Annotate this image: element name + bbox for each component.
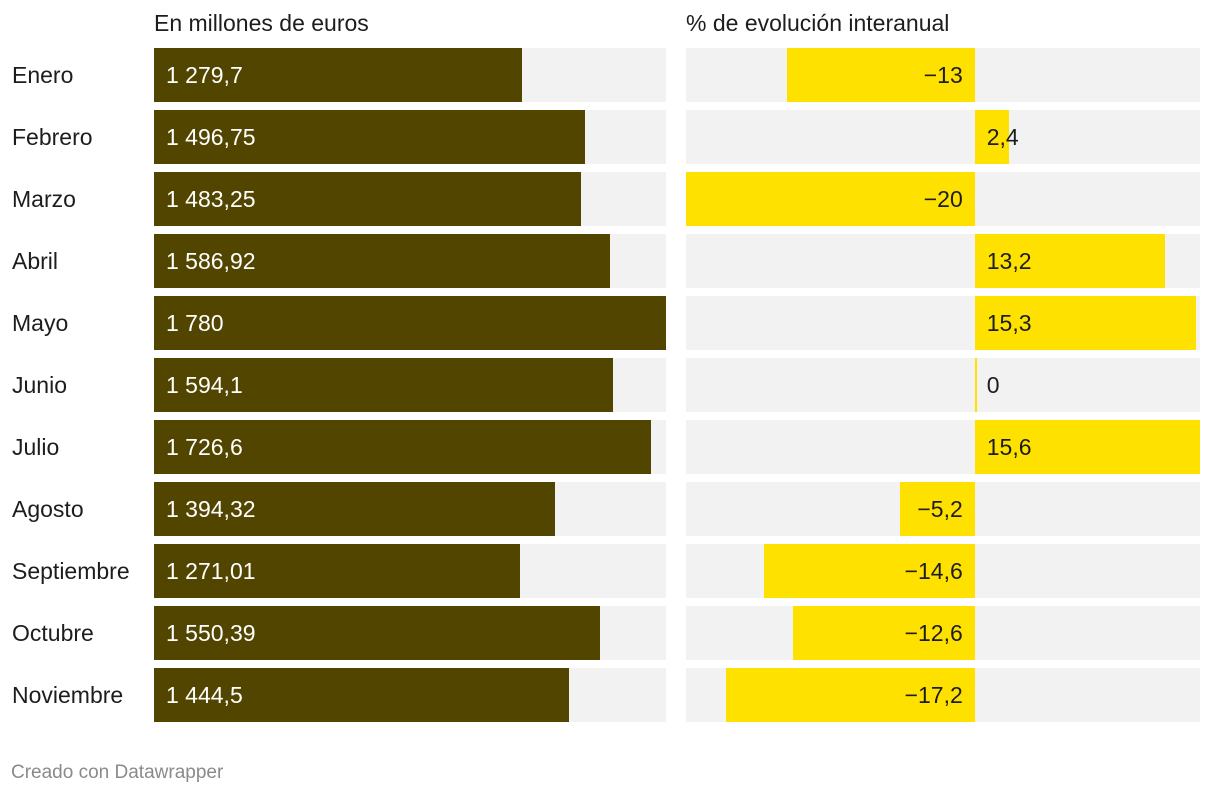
chart-row: Junio 1 594,1 0 — [0, 358, 1220, 412]
left-bar — [154, 358, 613, 412]
right-bar-track: −13 — [686, 48, 1200, 102]
right-bar-track: 0 — [686, 358, 1200, 412]
chart-rows: Enero 1 279,7 −13 Febrero 1 496,75 2,4 Marzo 1 … — [0, 48, 1220, 722]
left-bar-value-label: 1 271,01 — [166, 558, 256, 584]
right-bar-track: −20 — [686, 172, 1200, 226]
chart-row: Agosto 1 394,32 −5,2 — [0, 482, 1220, 536]
right-bar — [726, 668, 975, 722]
chart-row: Octubre 1 550,39 −12,6 — [0, 606, 1220, 660]
right-bar-value-label: −20 — [923, 186, 963, 212]
chart-row: Septiembre 1 271,01 −14,6 — [0, 544, 1220, 598]
left-bar-value-label: 1 726,6 — [166, 434, 243, 460]
right-bar-track: −5,2 — [686, 482, 1200, 536]
right-bar-value-label: 0 — [986, 372, 1000, 398]
left-bar-value-label: 1 550,39 — [166, 620, 256, 646]
category-label: Noviembre — [12, 682, 124, 708]
category-label: Septiembre — [12, 558, 130, 584]
chart-row: Noviembre 1 444,5 −17,2 — [0, 668, 1220, 722]
right-bar-track: 13,2 — [686, 234, 1200, 288]
right-bar-track: −14,6 — [686, 544, 1200, 598]
right-bar-track: 15,3 — [686, 296, 1200, 350]
category-label: Agosto — [12, 496, 84, 522]
chart-row: Julio 1 726,6 15,6 — [0, 420, 1220, 474]
chart-row: Febrero 1 496,75 2,4 — [0, 110, 1220, 164]
left-bar — [154, 172, 581, 226]
category-label: Julio — [12, 434, 60, 460]
chart-row: Marzo 1 483,25 −20 — [0, 172, 1220, 226]
right-bar — [974, 358, 977, 412]
right-bar — [686, 172, 975, 226]
right-bar-track: −17,2 — [686, 668, 1200, 722]
left-bar-track: 1 394,32 — [154, 482, 666, 536]
category-label: Junio — [12, 372, 67, 398]
left-bar-track: 1 271,01 — [154, 544, 666, 598]
left-panel-title: En millones de euros — [154, 10, 369, 36]
left-bar-value-label: 1 483,25 — [166, 186, 256, 212]
chart-row: Enero 1 279,7 −13 — [0, 48, 1220, 102]
left-bar — [154, 296, 666, 350]
chart-row: Abril 1 586,92 13,2 — [0, 234, 1220, 288]
left-bar-track: 1 483,25 — [154, 172, 666, 226]
left-bar-value-label: 1 279,7 — [166, 62, 243, 88]
left-bar-value-label: 1 586,92 — [166, 248, 256, 274]
right-bar-value-label: 15,3 — [986, 310, 1032, 336]
right-bar-track: 2,4 — [686, 110, 1200, 164]
left-bar-value-label: 1 394,32 — [166, 496, 256, 522]
right-bar-value-label: −17,2 — [904, 682, 963, 708]
right-bar — [899, 482, 975, 536]
left-bar-track: 1 279,7 — [154, 48, 666, 102]
right-bar-value-label: −14,6 — [904, 558, 963, 584]
right-bar-track: 15,6 — [686, 420, 1200, 474]
right-bar — [787, 48, 975, 102]
left-bar — [154, 234, 611, 288]
right-bar-value-label: 2,4 — [986, 124, 1019, 150]
left-bar — [154, 668, 570, 722]
category-label: Febrero — [12, 124, 93, 150]
left-bar-track: 1 780 — [154, 296, 666, 350]
right-bar — [974, 296, 1196, 350]
left-bar-value-label: 1 444,5 — [166, 682, 243, 708]
left-bar — [154, 48, 523, 102]
left-bar-track: 1 550,39 — [154, 606, 666, 660]
right-bar — [974, 234, 1166, 288]
left-bar — [154, 420, 651, 474]
left-bar — [154, 606, 600, 660]
right-bar-value-label: −12,6 — [904, 620, 963, 646]
right-bar-value-label: 13,2 — [986, 248, 1032, 274]
category-label: Octubre — [12, 620, 94, 646]
left-bar — [154, 482, 556, 536]
left-bar-value-label: 1 780 — [166, 310, 224, 336]
left-bar-track: 1 586,92 — [154, 234, 666, 288]
right-panel-title: % de evolución interanual — [686, 10, 950, 36]
left-bar — [154, 544, 520, 598]
chart-row: Mayo 1 780 15,3 — [0, 296, 1220, 350]
right-bar-value-label: −5,2 — [917, 496, 963, 522]
right-bar-track: −12,6 — [686, 606, 1200, 660]
right-bar — [974, 110, 1010, 164]
left-bar — [154, 110, 585, 164]
right-bar — [763, 544, 975, 598]
credit-footer: Creado con Datawrapper — [11, 762, 224, 783]
left-bar-value-label: 1 496,75 — [166, 124, 256, 150]
left-bar-track: 1 594,1 — [154, 358, 666, 412]
right-bar — [792, 606, 975, 660]
right-bar-value-label: 15,6 — [986, 434, 1032, 460]
left-bar-track: 1 726,6 — [154, 420, 666, 474]
category-label: Marzo — [12, 186, 76, 212]
left-bar-track: 1 496,75 — [154, 110, 666, 164]
category-label: Enero — [12, 62, 74, 88]
left-bar-track: 1 444,5 — [154, 668, 666, 722]
left-bar-value-label: 1 594,1 — [166, 372, 243, 398]
category-label: Mayo — [12, 310, 69, 336]
right-bar — [974, 420, 1200, 474]
category-label: Abril — [12, 248, 59, 274]
right-bar-value-label: −13 — [923, 62, 963, 88]
